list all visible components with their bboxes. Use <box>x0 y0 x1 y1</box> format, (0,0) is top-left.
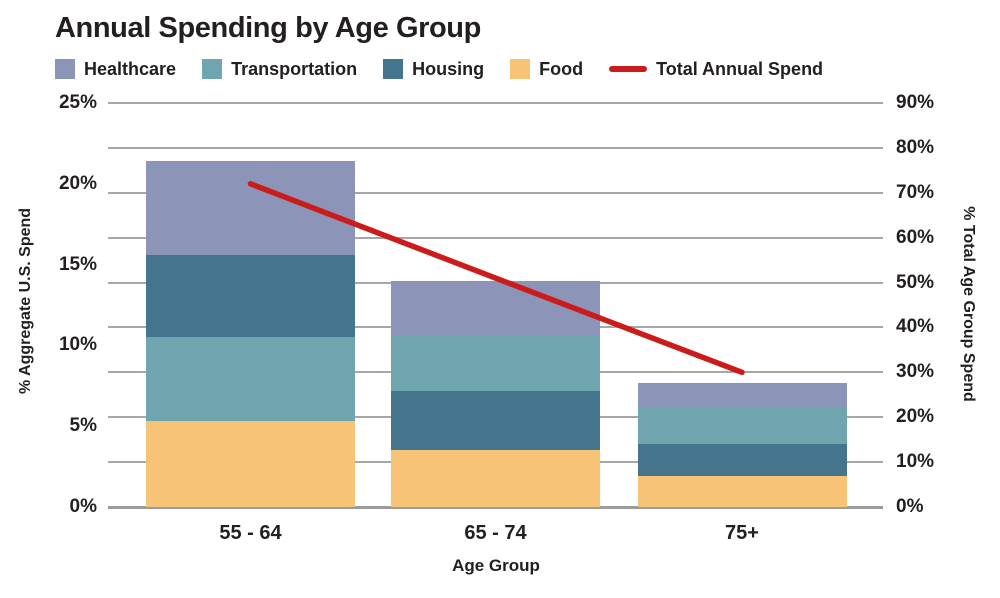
right-tick-10: 10% <box>896 451 935 473</box>
legend-item-transportation: Transportation <box>202 59 357 80</box>
legend-item-food: Food <box>510 59 583 80</box>
right-tick-80: 80% <box>896 136 935 158</box>
legend-label: Housing <box>412 58 485 79</box>
right-tick-0: 0% <box>896 496 924 517</box>
bar-segment-healthcare-65-74 <box>391 280 600 336</box>
bar-segment-food-55-64 <box>146 421 355 507</box>
bar-segment-food-65-74 <box>391 450 600 507</box>
food-swatch-icon <box>510 59 531 79</box>
legend-label: Total Annual Spend <box>656 58 824 79</box>
bar-segment-transportation-65-74 <box>391 335 600 391</box>
gridline-90 <box>108 102 883 104</box>
bar-segment-housing-75 <box>637 443 847 477</box>
legend-label: Transportation <box>231 58 358 79</box>
housing-swatch-icon <box>383 59 404 79</box>
legend-item-total-annual-spend: Total Annual Spend <box>609 59 823 80</box>
left-tick-25: 25% <box>58 92 97 113</box>
right-tick-90: 90% <box>896 92 935 113</box>
bar-segment-healthcare-55-64 <box>146 161 355 255</box>
legend-item-healthcare: Healthcare <box>55 59 176 80</box>
right-tick-50: 50% <box>896 271 935 293</box>
category-label-75: 75+ <box>725 522 759 544</box>
x-axis-title: Age Group <box>452 556 540 575</box>
legend-item-housing: Housing <box>383 59 484 80</box>
total-annual-spend-line-icon <box>609 66 648 72</box>
category-label-55-64: 55 - 64 <box>219 522 282 544</box>
left-tick-20: 20% <box>58 172 97 194</box>
category-label-65-74: 65 - 74 <box>464 522 527 544</box>
bar-segment-healthcare-75 <box>637 382 847 409</box>
right-tick-60: 60% <box>896 226 935 248</box>
gridline-80 <box>108 146 883 149</box>
right-tick-20: 20% <box>896 406 935 428</box>
bar-segment-housing-65-74 <box>391 390 600 451</box>
left-tick-0: 0% <box>69 496 97 517</box>
legend: Healthcare Transportation Housing Food Total… <box>55 56 823 82</box>
chart-title: Annual Spending by Age Group <box>55 12 481 44</box>
x-axis-line <box>108 506 883 509</box>
bar-segment-transportation-75 <box>637 408 847 444</box>
right-tick-30: 30% <box>896 361 935 383</box>
right-tick-70: 70% <box>896 181 935 203</box>
transportation-swatch-icon <box>202 59 223 79</box>
bar-segment-housing-55-64 <box>146 254 355 338</box>
right-axis-title: % Total Age Group Spend <box>960 206 977 402</box>
left-tick-10: 10% <box>58 334 97 356</box>
left-tick-15: 15% <box>58 253 97 275</box>
legend-label: Food <box>539 58 584 79</box>
bar-segment-transportation-55-64 <box>146 337 355 422</box>
healthcare-swatch-icon <box>55 59 75 79</box>
bar-segment-food-75 <box>637 476 847 507</box>
left-axis-title: % Aggregate U.S. Spend <box>17 207 34 395</box>
left-tick-5: 5% <box>69 415 97 437</box>
right-tick-40: 40% <box>896 316 935 338</box>
legend-label: Healthcare <box>84 58 177 79</box>
